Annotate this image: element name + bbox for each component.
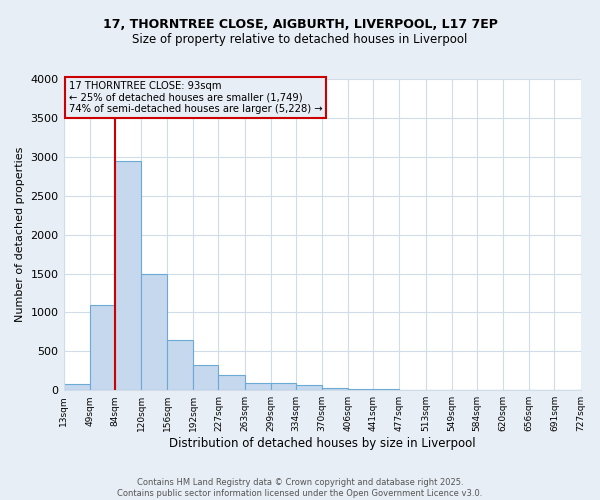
Text: Contains HM Land Registry data © Crown copyright and database right 2025.
Contai: Contains HM Land Registry data © Crown c… [118, 478, 482, 498]
Bar [64, 384, 89, 390]
Text: 17, THORNTREE CLOSE, AIGBURTH, LIVERPOOL, L17 7EP: 17, THORNTREE CLOSE, AIGBURTH, LIVERPOOL… [103, 18, 497, 30]
Text: Size of property relative to detached houses in Liverpool: Size of property relative to detached ho… [133, 32, 467, 46]
Bar [141, 274, 167, 390]
Y-axis label: Number of detached properties: Number of detached properties [15, 147, 25, 322]
Bar [218, 374, 245, 390]
Bar [89, 304, 115, 390]
Bar [373, 388, 400, 390]
Bar [167, 340, 193, 390]
Bar [193, 364, 218, 390]
X-axis label: Distribution of detached houses by size in Liverpool: Distribution of detached houses by size … [169, 437, 475, 450]
Bar [245, 383, 271, 390]
Bar [115, 160, 141, 390]
Bar [322, 388, 348, 390]
Bar [271, 383, 296, 390]
Bar [296, 385, 322, 390]
Bar [348, 388, 373, 390]
Text: 17 THORNTREE CLOSE: 93sqm
← 25% of detached houses are smaller (1,749)
74% of se: 17 THORNTREE CLOSE: 93sqm ← 25% of detac… [69, 80, 322, 114]
